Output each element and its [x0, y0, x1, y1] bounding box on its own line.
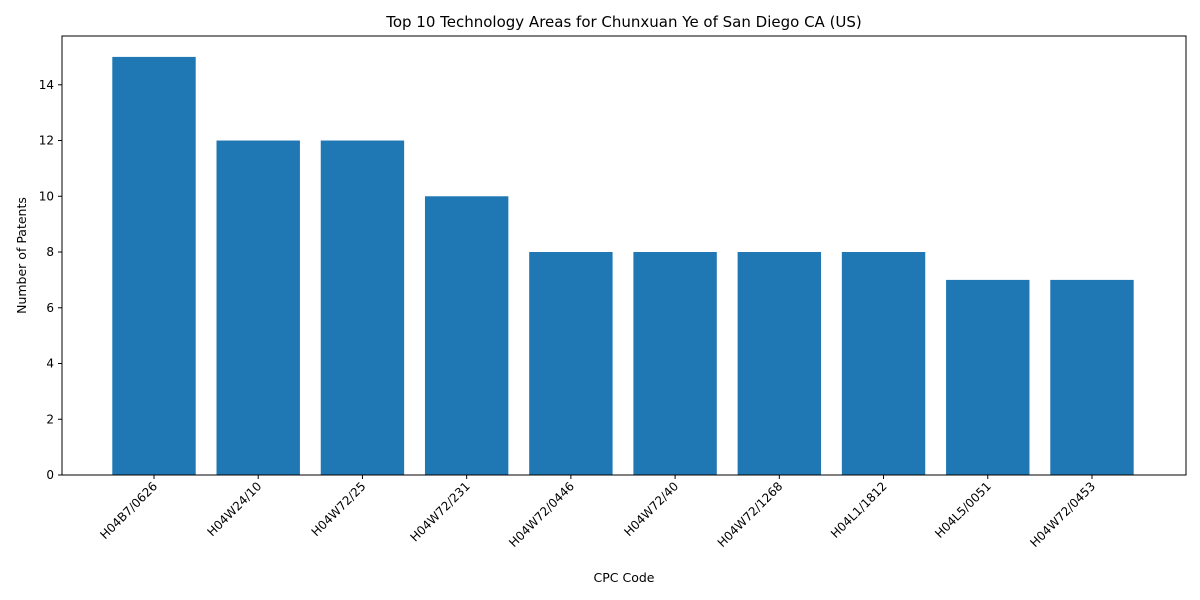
bar-4	[529, 252, 612, 475]
bar-9	[1050, 280, 1133, 475]
x-tick-label-8: H04L5/0051	[932, 479, 994, 541]
x-tick-label-1: H04W24/10	[204, 479, 264, 539]
x-tick-label-2: H04W72/25	[309, 479, 369, 539]
bar-7	[842, 252, 925, 475]
bars	[112, 57, 1133, 475]
bar-5	[633, 252, 716, 475]
x-tick-label-6: H04W72/1268	[715, 479, 786, 550]
x-tick-label-4: H04W72/0446	[506, 479, 577, 550]
x-tick-label-9: H04W72/0453	[1027, 479, 1098, 550]
bar-6	[738, 252, 821, 475]
bar-8	[946, 280, 1029, 475]
y-tick-label-6: 12	[39, 134, 54, 148]
y-tick-label-2: 4	[46, 357, 54, 371]
x-tick-label-3: H04W72/231	[407, 479, 472, 544]
y-axis-label: Number of Patents	[14, 197, 29, 314]
x-tick-label-7: H04L1/1812	[828, 479, 890, 541]
y-tick-label-5: 10	[39, 189, 54, 203]
y-axis-ticks: 0 2 4 6 8 10 12 14	[39, 78, 62, 482]
chart-title: Top 10 Technology Areas for Chunxuan Ye …	[385, 13, 862, 31]
bar-2	[321, 141, 404, 475]
y-tick-label-4: 8	[46, 245, 54, 259]
x-axis-ticks: H04B7/0626 H04W24/10 H04W72/25 H04W72/231 H0…	[97, 475, 1098, 550]
x-tick-label-0: H04B7/0626	[97, 479, 160, 542]
x-axis-label: CPC Code	[594, 570, 655, 585]
bar-0	[112, 57, 195, 475]
bar-3	[425, 196, 508, 475]
y-tick-label-7: 14	[39, 78, 54, 92]
x-tick-label-5: H04W72/40	[621, 479, 681, 539]
y-tick-label-3: 6	[46, 301, 54, 315]
y-tick-label-1: 2	[46, 412, 54, 426]
bar-1	[217, 141, 300, 475]
y-tick-label-0: 0	[46, 468, 54, 482]
